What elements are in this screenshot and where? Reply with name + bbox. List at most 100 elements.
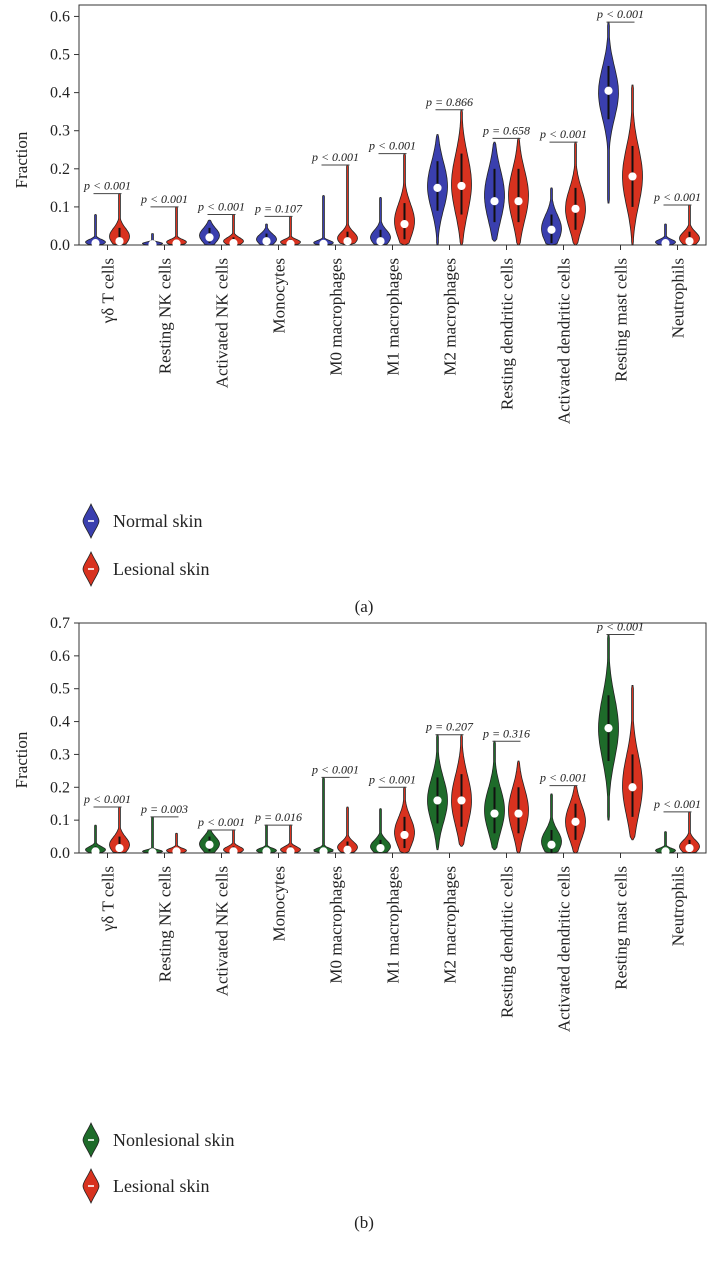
p-value-label: p < 0.001 xyxy=(596,7,644,21)
x-category-label: M2 macrophages xyxy=(441,258,460,376)
median-point xyxy=(628,783,637,792)
median-point xyxy=(433,796,442,805)
median-point xyxy=(547,840,556,849)
median-point xyxy=(376,843,385,853)
x-category-label: Neutrophils xyxy=(669,258,688,338)
violin-control xyxy=(141,816,164,854)
y-tick-label: 0.6 xyxy=(50,648,70,665)
y-tick-label: 0.6 xyxy=(50,8,70,25)
legend-label: Nonlesional skin xyxy=(113,1130,235,1150)
panel-label: (a) xyxy=(355,597,374,616)
x-category-label: M2 macrophages xyxy=(441,866,460,984)
violin-control xyxy=(370,197,391,246)
median-point xyxy=(571,817,580,826)
median-point xyxy=(400,830,409,840)
median-point xyxy=(115,843,124,853)
p-value-label: p < 0.001 xyxy=(539,771,587,785)
y-tick-label: 0.3 xyxy=(50,746,70,763)
p-value-label: p < 0.001 xyxy=(83,792,131,806)
median-point xyxy=(685,843,694,853)
median-point xyxy=(115,237,124,246)
median-point xyxy=(661,238,670,248)
x-category-label: Resting NK cells xyxy=(156,258,175,374)
median-point xyxy=(661,847,670,856)
median-point xyxy=(457,181,466,191)
median-point xyxy=(286,847,295,856)
median-point xyxy=(604,724,613,733)
median-point xyxy=(376,237,385,246)
median-point xyxy=(400,219,409,229)
p-value-label: p < 0.001 xyxy=(140,192,188,206)
y-tick-label: 0.3 xyxy=(50,123,70,140)
y-tick-label: 0.5 xyxy=(50,47,70,64)
x-category-label: γδ T cells xyxy=(99,866,118,932)
p-value-label: p < 0.001 xyxy=(539,127,587,141)
x-category-label: Activated NK cells xyxy=(213,866,232,996)
panel-label: (b) xyxy=(354,1213,374,1232)
violin-lesional xyxy=(166,206,187,246)
x-category-label: M1 macrophages xyxy=(384,866,403,984)
p-value-label: p < 0.001 xyxy=(653,797,701,811)
median-point xyxy=(229,238,238,248)
median-point xyxy=(514,809,523,818)
y-tick-label: 0.2 xyxy=(50,779,70,796)
x-category-label: Activated dendritic cells xyxy=(555,866,574,1032)
p-value-label: p < 0.001 xyxy=(311,150,359,164)
median-point xyxy=(490,197,499,206)
x-category-label: γδ T cells xyxy=(99,258,118,324)
legend-label: Lesional skin xyxy=(113,1176,210,1196)
p-value-label: p = 0.316 xyxy=(482,726,530,740)
x-category-label: Resting mast cells xyxy=(612,866,631,990)
median-point xyxy=(547,225,556,234)
median-point xyxy=(148,848,157,857)
median-point xyxy=(628,172,637,181)
median-point xyxy=(571,204,580,213)
p-value-label: p = 0.207 xyxy=(425,720,474,734)
p-value-label: p < 0.001 xyxy=(653,190,701,204)
median-point xyxy=(514,197,523,206)
violin-lesional xyxy=(166,832,187,854)
x-category-label: Resting NK cells xyxy=(156,866,175,982)
median-point xyxy=(262,237,271,246)
x-category-label: Monocytes xyxy=(270,258,289,334)
x-category-label: Resting mast cells xyxy=(612,258,631,382)
median-point xyxy=(343,845,352,854)
p-value-label: p = 0.003 xyxy=(140,802,188,816)
violin-control xyxy=(655,831,676,854)
p-value-label: p = 0.016 xyxy=(254,810,302,824)
y-tick-label: 0.0 xyxy=(50,845,70,862)
panel-b: 0.0 0.1 0.2 0.3 0.4 0.5 0.6 0.7 Fraction p < 0.00… xyxy=(12,615,707,1232)
panel-a: 0.0 0.1 0.2 0.3 0.4 0.5 0.6 Fraction p < 0.001 γδ… xyxy=(12,4,707,616)
median-point xyxy=(262,847,271,856)
p-value-label: p < 0.001 xyxy=(197,815,245,829)
x-category-label: Resting dendritic cells xyxy=(498,258,517,410)
median-point xyxy=(229,847,238,856)
y-tick-label: 0.5 xyxy=(50,681,70,698)
violin-lesional xyxy=(337,806,358,854)
y-tick-label: 0.7 xyxy=(50,615,70,632)
x-category-label: M1 macrophages xyxy=(384,258,403,376)
median-point xyxy=(286,239,295,248)
median-point xyxy=(205,233,214,242)
y-tick-label: 0.1 xyxy=(50,812,70,829)
p-value-label: p < 0.001 xyxy=(368,772,416,786)
median-point xyxy=(319,239,328,248)
violin-control xyxy=(370,808,391,854)
median-point xyxy=(604,86,613,95)
median-point xyxy=(91,238,100,248)
median-point xyxy=(433,183,442,192)
median-point xyxy=(343,237,352,246)
y-axis-title: Fraction xyxy=(12,731,31,788)
x-category-label: M0 macrophages xyxy=(327,258,346,376)
p-value-label: p < 0.001 xyxy=(197,200,245,214)
x-category-label: Monocytes xyxy=(270,866,289,942)
median-point xyxy=(205,840,214,849)
x-category-label: Neutrophils xyxy=(669,866,688,946)
legend-label: Lesional skin xyxy=(113,559,210,579)
violin-control xyxy=(313,195,334,246)
median-point xyxy=(172,847,181,856)
median-point xyxy=(172,239,181,248)
x-category-label: Activated dendritic cells xyxy=(555,258,574,424)
p-value-label: p = 0.658 xyxy=(482,123,530,137)
